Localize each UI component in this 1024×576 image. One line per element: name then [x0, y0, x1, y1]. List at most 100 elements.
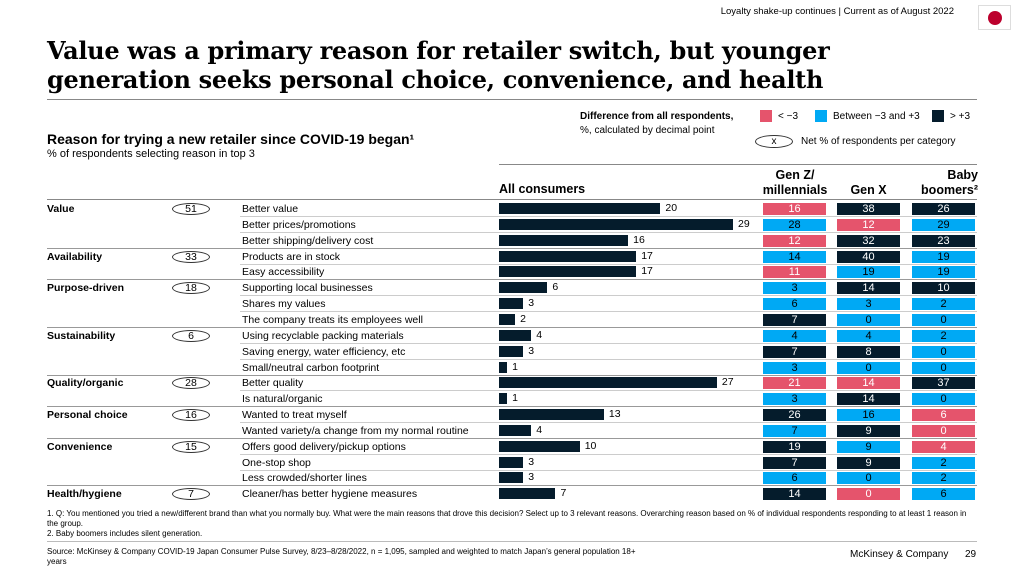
divider	[499, 164, 977, 165]
reason-label: Better prices/promotions	[242, 218, 356, 231]
cell-boomers: 26	[912, 203, 975, 215]
divider	[47, 99, 977, 100]
bar-all-consumers	[499, 424, 532, 436]
table-row: Small/neutral carbon footprint 1 3 0 0	[0, 360, 1024, 376]
cell-genz: 6	[763, 472, 826, 485]
table-row: Better shipping/delivery cost 16 12 32 23	[0, 233, 1024, 249]
legend-title: Difference from all respondents, %, calcu…	[580, 110, 733, 138]
reason-label: Less crowded/shorter lines	[242, 472, 367, 485]
cell-boomers: 4	[912, 440, 975, 453]
group-label: Convenience	[47, 440, 113, 453]
bar-value-label: 17	[641, 249, 653, 262]
row-divider	[240, 311, 977, 313]
bar-value-label: 4	[536, 423, 543, 436]
cell-boomers: 6	[912, 409, 975, 422]
reason-label: Supporting local businesses	[242, 282, 373, 295]
bar-value-label: 13	[608, 408, 621, 421]
bar-value-label: 1	[512, 392, 518, 405]
cell-boomers: 19	[912, 266, 975, 279]
row-divider	[240, 469, 977, 471]
bar-value-label: 3	[528, 455, 535, 468]
divider	[47, 199, 977, 200]
cell-genx: 19	[837, 266, 900, 279]
cell-genz: 7	[763, 456, 826, 469]
bar-value-label: 16	[633, 233, 645, 246]
bar-all-consumers	[499, 393, 508, 405]
tracker-label: Loyalty shake-up continues | Current as …	[720, 6, 954, 17]
cell-boomers: 2	[912, 456, 975, 469]
page-number: 29	[965, 549, 977, 560]
table-row: Easy accessibility 17 11 19 19	[0, 264, 1024, 281]
bar-all-consumers	[499, 313, 516, 325]
cell-boomers: 19	[912, 250, 975, 263]
reason-label: Better value	[242, 203, 299, 215]
col-header-genx: Gen X	[850, 183, 887, 197]
cell-genx: 38	[837, 203, 900, 215]
table-row: Health/hygiene 7 Cleaner/has better hygien…	[0, 486, 1024, 502]
row-divider	[47, 279, 977, 281]
net-percent-ellipse: 51	[172, 203, 210, 215]
cell-boomers: 2	[912, 472, 975, 485]
table-row: Saving energy, water efficiency, etc 3 7 8 0	[0, 344, 1024, 360]
bar-value-label: 6	[552, 281, 559, 294]
bar-all-consumers	[499, 456, 524, 468]
cell-genz: 28	[763, 218, 826, 231]
cell-genx: 0	[837, 313, 900, 326]
group-label: Purpose-driven	[47, 282, 125, 295]
reason-label: Using recyclable packing materials	[242, 329, 404, 342]
bar-all-consumers	[499, 218, 734, 230]
cell-genz: 16	[763, 203, 826, 215]
bar-all-consumers	[499, 488, 556, 500]
row-divider	[240, 358, 977, 360]
group-label: Personal choice	[47, 409, 128, 422]
reason-label: One-stop shop	[242, 456, 311, 469]
reason-label: Cleaner/has better hygiene measures	[242, 488, 418, 501]
cell-genx: 40	[837, 250, 900, 263]
cell-boomers: 29	[912, 218, 975, 231]
cell-boomers: 2	[912, 298, 975, 311]
cell-genz: 3	[763, 361, 826, 374]
group-label: Health/hygiene	[47, 488, 122, 501]
reason-label: Small/neutral carbon footprint	[242, 361, 380, 374]
bar-all-consumers	[499, 345, 524, 357]
cell-boomers: 0	[912, 313, 975, 326]
table-row: Better prices/promotions 29 28 12 29	[0, 217, 1024, 233]
reason-label: Saving energy, water efficiency, etc	[242, 345, 406, 358]
cell-genx: 9	[837, 440, 900, 453]
bar-value-label: 7	[560, 487, 567, 500]
row-divider	[240, 453, 977, 455]
row-divider	[240, 295, 977, 297]
bar-value-label: 3	[528, 344, 535, 357]
cell-genx: 9	[837, 424, 900, 437]
bar-all-consumers	[499, 298, 524, 310]
table-row: The company treats its employees well 2 7 0…	[0, 312, 1024, 328]
cell-boomers: 0	[912, 345, 975, 358]
legend-item-low: < −3	[760, 110, 798, 122]
table-row: Convenience 15 Offers good delivery/pickup…	[0, 439, 1024, 455]
bar-all-consumers	[499, 440, 580, 452]
cell-genz: 4	[763, 329, 826, 342]
bar-all-consumers	[499, 234, 629, 246]
cell-boomers: 0	[912, 424, 975, 437]
bar-all-consumers	[499, 250, 637, 262]
net-percent-ellipse: 28	[172, 377, 210, 390]
row-divider	[240, 263, 977, 265]
cell-genx: 4	[837, 329, 900, 342]
cell-genz: 3	[763, 282, 826, 295]
legend-item-high: > +3	[932, 110, 970, 122]
brand-label: McKinsey & Company	[850, 549, 949, 560]
table-row: Is natural/organic 1 3 14 0	[0, 391, 1024, 408]
cell-genz: 6	[763, 298, 826, 311]
table-row: Value 51 Better value 20 16 38 26	[0, 201, 1024, 217]
reason-label: Offers good delivery/pickup options	[242, 440, 406, 453]
footnote-1: 1. Q: You mentioned you tried a new/diff…	[47, 509, 967, 528]
cell-genx: 14	[837, 377, 900, 390]
row-divider	[240, 342, 977, 344]
divider	[47, 541, 977, 542]
cell-genz: 11	[763, 266, 826, 279]
bar-value-label: 3	[528, 471, 535, 484]
cell-boomers: 10	[912, 282, 975, 295]
row-divider	[47, 406, 977, 408]
bar-value-label: 2	[520, 312, 526, 325]
source-note: Source: McKinsey & Company COVID-19 Japa…	[47, 547, 636, 566]
